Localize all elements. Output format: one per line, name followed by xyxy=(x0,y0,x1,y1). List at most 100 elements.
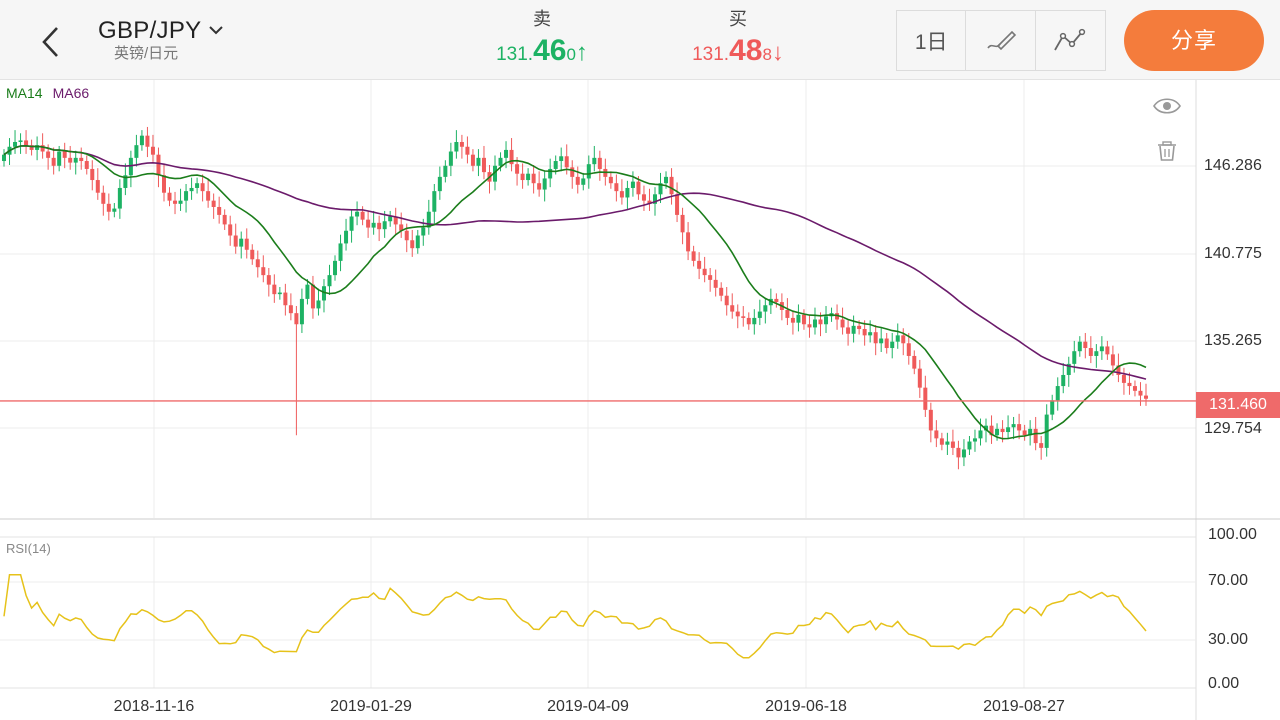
back-icon[interactable] xyxy=(30,20,74,64)
candle xyxy=(868,332,873,336)
candle xyxy=(415,235,420,249)
candle xyxy=(349,216,354,231)
candle xyxy=(901,335,906,344)
candle xyxy=(195,183,200,188)
y-tick-label: 140.775 xyxy=(1204,245,1262,262)
candle xyxy=(504,149,509,158)
candle xyxy=(24,140,29,146)
candle xyxy=(724,295,729,306)
candle xyxy=(840,319,845,328)
candle xyxy=(95,180,100,193)
candle xyxy=(1077,341,1082,352)
candle xyxy=(150,146,155,155)
candle xyxy=(156,154,161,176)
candle xyxy=(470,154,475,166)
candle xyxy=(167,192,172,201)
candle xyxy=(62,151,67,158)
rsi-line xyxy=(3,574,1147,659)
arrow-down-icon: ↓ xyxy=(771,39,784,66)
buy-quote[interactable]: 买 131.488↓ xyxy=(658,6,818,72)
candle xyxy=(57,151,62,166)
x-tick-label: 2019-08-27 xyxy=(983,698,1065,715)
sell-price: 131.460↑ xyxy=(496,34,588,67)
candle xyxy=(316,300,321,309)
candle xyxy=(967,441,972,450)
candle xyxy=(79,157,84,162)
candle xyxy=(625,187,630,198)
x-tick-label: 2019-01-29 xyxy=(330,698,412,715)
timeframe-button[interactable]: 1日 xyxy=(897,11,967,70)
candle xyxy=(128,157,133,176)
x-tick-label: 2018-11-16 xyxy=(113,698,195,715)
candle xyxy=(697,260,702,269)
candle xyxy=(217,206,222,215)
pair-selector[interactable]: GBP/JPY xyxy=(98,14,224,45)
indicator-button[interactable] xyxy=(1036,11,1105,70)
candle xyxy=(597,157,602,169)
rsi-label: RSI(14) xyxy=(6,541,51,556)
candle xyxy=(801,314,806,325)
candle xyxy=(548,168,553,179)
candle xyxy=(84,161,89,169)
candle xyxy=(51,157,56,166)
candle xyxy=(862,329,867,336)
price-chart[interactable] xyxy=(0,80,1280,720)
sell-quote[interactable]: 卖 131.460↑ xyxy=(462,6,622,72)
candle xyxy=(371,222,376,228)
candle xyxy=(945,441,950,445)
candle xyxy=(972,438,977,442)
candle xyxy=(35,145,40,150)
candle xyxy=(923,387,928,410)
candle xyxy=(895,335,900,342)
candle xyxy=(46,151,51,158)
candle xyxy=(1138,390,1143,396)
candle xyxy=(719,287,724,296)
candle xyxy=(1110,354,1115,366)
draw-tool-button[interactable] xyxy=(966,11,1036,70)
candle xyxy=(272,284,277,295)
candle xyxy=(161,175,166,193)
candle xyxy=(299,298,304,325)
candle xyxy=(228,224,233,236)
candle xyxy=(305,284,310,299)
candle xyxy=(106,203,111,212)
candle xyxy=(465,146,470,155)
candle xyxy=(857,325,862,330)
candle xyxy=(481,157,486,173)
candle xyxy=(437,176,442,192)
candle xyxy=(1094,351,1099,356)
candle xyxy=(614,183,619,192)
candle xyxy=(366,219,371,228)
candle xyxy=(1017,424,1022,431)
candle xyxy=(526,173,531,181)
candle xyxy=(774,298,779,303)
candle xyxy=(989,425,994,436)
rsi-tick-label: 0.00 xyxy=(1208,675,1240,692)
candle xyxy=(261,267,266,276)
candle xyxy=(1022,430,1027,436)
candle xyxy=(178,200,183,204)
candle xyxy=(393,216,398,225)
chart-toolbox: 1日 xyxy=(896,10,1106,71)
candle xyxy=(851,325,856,334)
candle xyxy=(735,311,740,317)
trash-icon[interactable] xyxy=(1155,140,1179,162)
candle xyxy=(377,222,382,230)
candle xyxy=(520,173,525,181)
candle xyxy=(586,164,591,179)
candle xyxy=(812,319,817,328)
candle xyxy=(1028,428,1033,436)
candle xyxy=(835,313,840,320)
candle xyxy=(785,309,790,318)
candle xyxy=(200,183,205,192)
rsi-tick-label: 30.00 xyxy=(1208,631,1249,648)
candle xyxy=(13,142,18,147)
candle xyxy=(1105,346,1110,355)
candle xyxy=(647,200,652,204)
candle xyxy=(101,192,106,204)
ma66-line xyxy=(3,144,1147,380)
eye-icon[interactable] xyxy=(1152,94,1182,118)
share-button[interactable]: 分享 xyxy=(1124,10,1264,71)
candle xyxy=(619,191,624,198)
candle xyxy=(1121,374,1126,383)
